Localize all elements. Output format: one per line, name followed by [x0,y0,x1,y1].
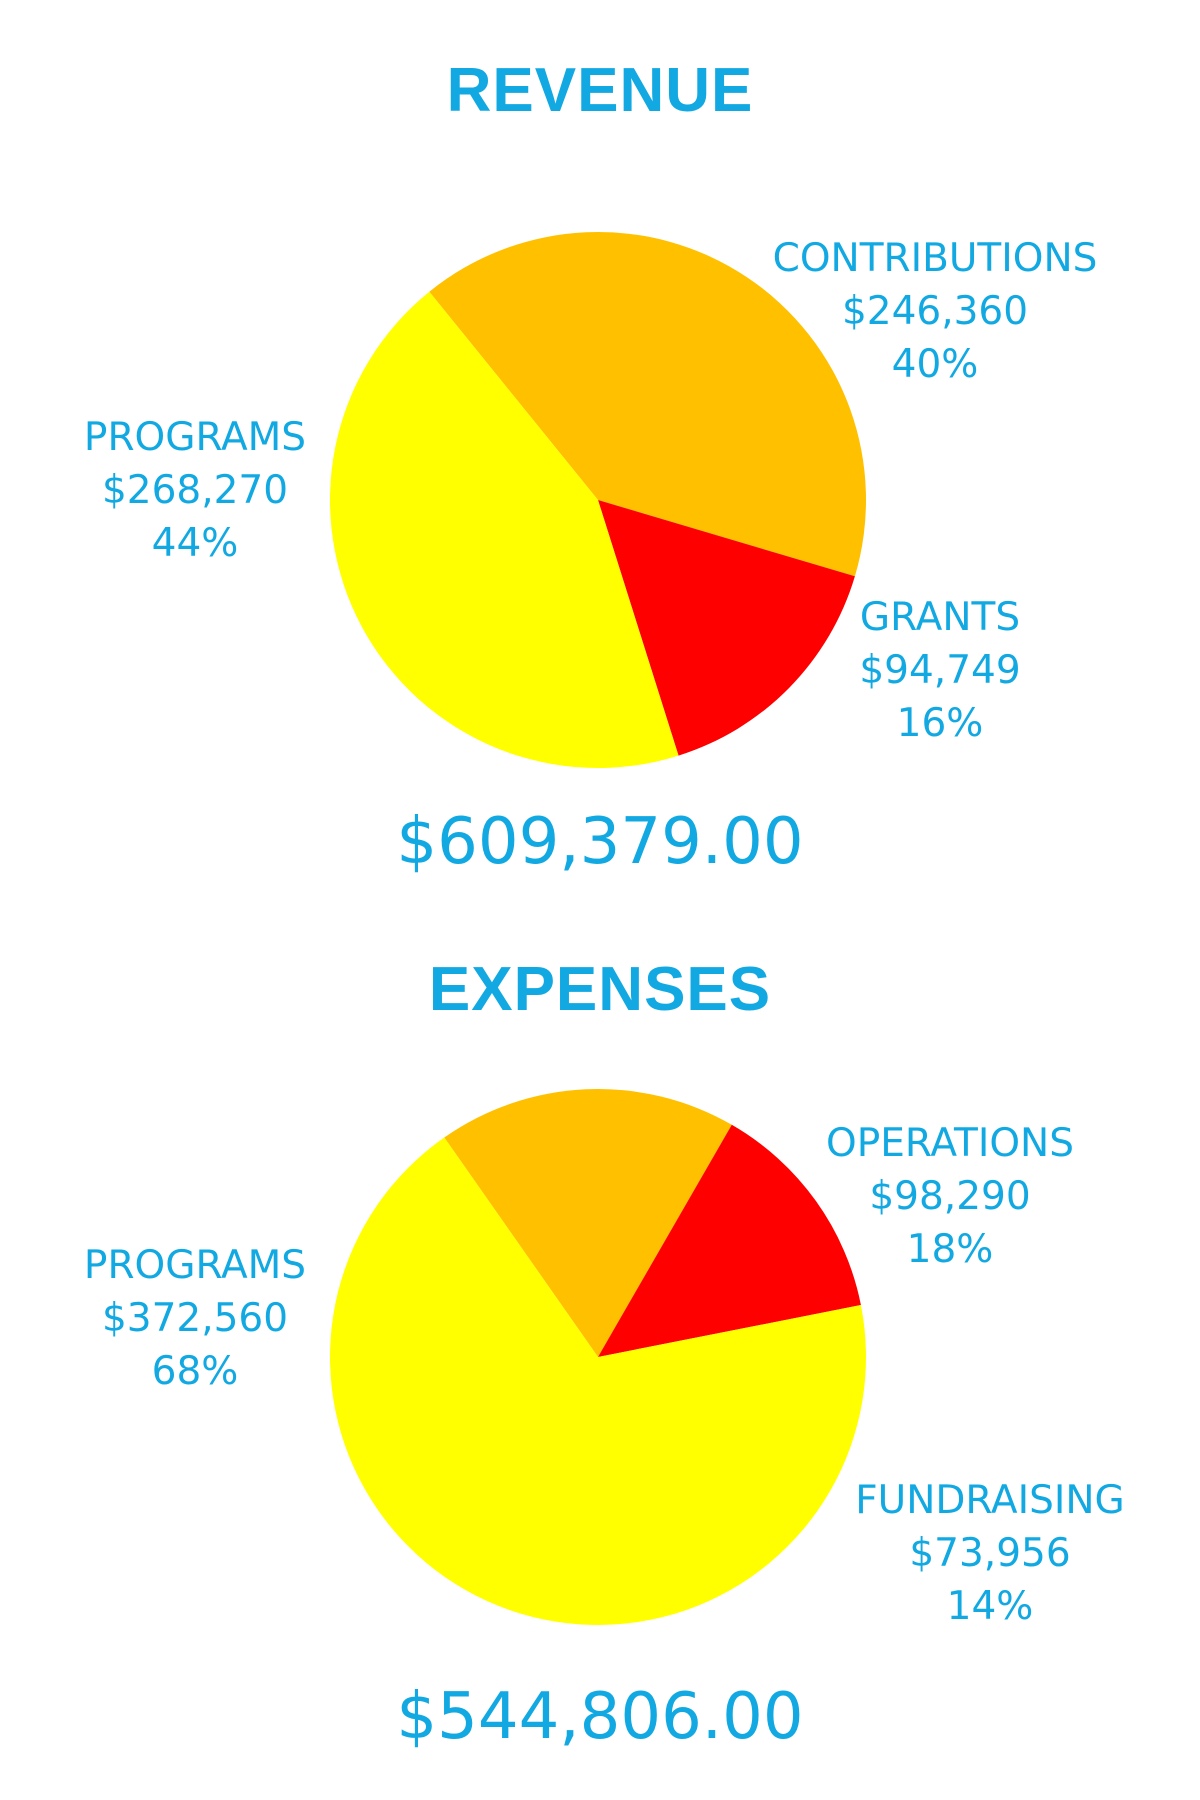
expenses-slice-programs [329,1137,866,1626]
revenue-title: REVENUE [446,56,754,125]
revenue-programs-percent: 44% [151,521,239,566]
revenue-slice-programs [329,291,679,769]
expenses-operations-name: OPERATIONS [826,1121,1074,1166]
expenses-programs-name: PROGRAMS [83,1243,307,1288]
revenue-contributions-amount: $246,360 [841,289,1029,334]
revenue-chart: REVENUE CONTRIBUTIONS $246,360 40% GRANT… [55,56,1115,879]
expenses-title: EXPENSES [428,955,772,1024]
expenses-fundraising-amount: $73,956 [909,1531,1071,1576]
revenue-grants-percent: 16% [896,701,984,746]
revenue-programs-name: PROGRAMS [83,415,307,460]
revenue-grants-name: GRANTS [859,595,1021,640]
revenue-programs-amount: $268,270 [101,468,289,513]
revenue-contributions-name: CONTRIBUTIONS [772,236,1098,281]
expenses-slice-fundraising [598,1124,861,1357]
revenue-total: $609,379.00 [396,805,804,879]
expenses-programs-amount: $372,560 [101,1296,289,1341]
expenses-operations-percent: 18% [906,1227,994,1272]
expenses-operations-amount: $98,290 [869,1174,1031,1219]
expenses-label-programs: PROGRAMS $372,560 68% [55,1239,335,1398]
expenses-fundraising-percent: 14% [946,1584,1034,1629]
expenses-chart: EXPENSES OPERATIONS $98,290 18% FUNDRAIS… [0,900,1200,1800]
revenue-slice-contributions [429,231,867,577]
revenue-label-contributions: CONTRIBUTIONS $246,360 40% [755,232,1115,391]
expenses-fundraising-name: FUNDRAISING [855,1478,1125,1523]
revenue-pie [329,231,867,769]
revenue-label-grants: GRANTS $94,749 16% [800,591,1080,750]
expenses-label-fundraising: FUNDRAISING $73,956 14% [805,1474,1175,1633]
expenses-slice-operations [444,1089,732,1357]
expenses-programs-percent: 68% [151,1349,239,1394]
expenses-pie [329,1089,866,1626]
expenses-label-operations: OPERATIONS $98,290 18% [790,1117,1110,1276]
revenue-contributions-percent: 40% [891,342,979,387]
revenue-slice-grants [598,500,855,756]
expenses-total: $544,806.00 [396,1680,804,1754]
revenue-grants-amount: $94,749 [859,648,1021,693]
revenue-label-programs: PROGRAMS $268,270 44% [55,411,335,570]
